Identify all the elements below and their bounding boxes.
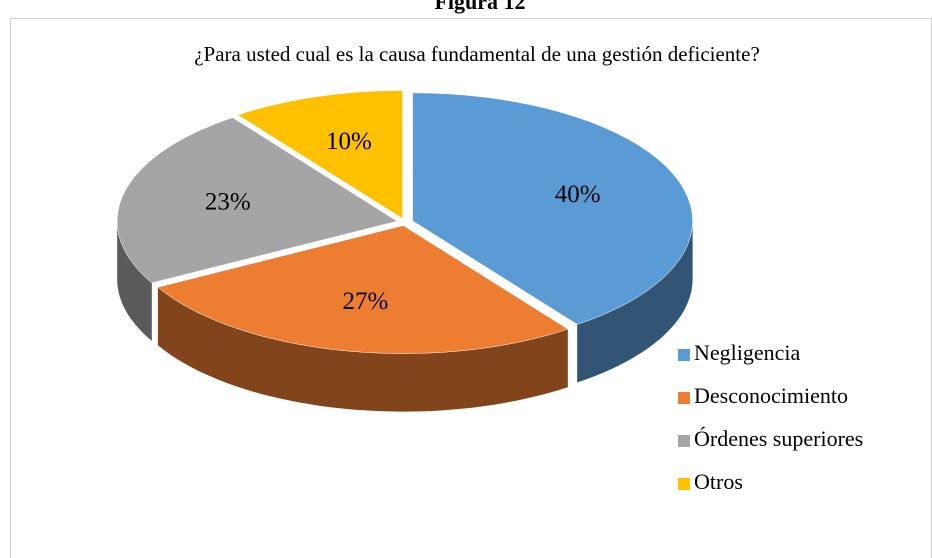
data-label: 27%: [342, 288, 388, 315]
legend-label: Otros: [694, 469, 743, 494]
legend-label: Órdenes superiores: [694, 426, 863, 451]
chart-title: ¿Para usted cual es la causa fundamental…: [194, 42, 760, 66]
slice: [116, 117, 398, 284]
slice-side-shade: [157, 287, 568, 412]
legend-swatch: [678, 435, 690, 447]
legend-swatch: [678, 478, 690, 490]
slice-side-shade: [117, 221, 152, 341]
heading: Figura 12: [434, 0, 525, 14]
legend-label: Desconocimiento: [694, 383, 848, 408]
slice-side: [157, 287, 568, 412]
data-label: 23%: [205, 189, 251, 216]
slice: [412, 92, 693, 325]
legend-label: Negligencia: [694, 340, 801, 365]
slice: [237, 90, 403, 219]
slice-side: [577, 220, 693, 383]
data-label: 10%: [326, 128, 372, 155]
slice: [157, 225, 569, 354]
data-label: 40%: [555, 181, 601, 208]
slice-side-shade: [577, 220, 693, 383]
slice-side: [117, 221, 152, 341]
legend-swatch: [678, 392, 690, 404]
legend-swatch: [678, 349, 690, 361]
